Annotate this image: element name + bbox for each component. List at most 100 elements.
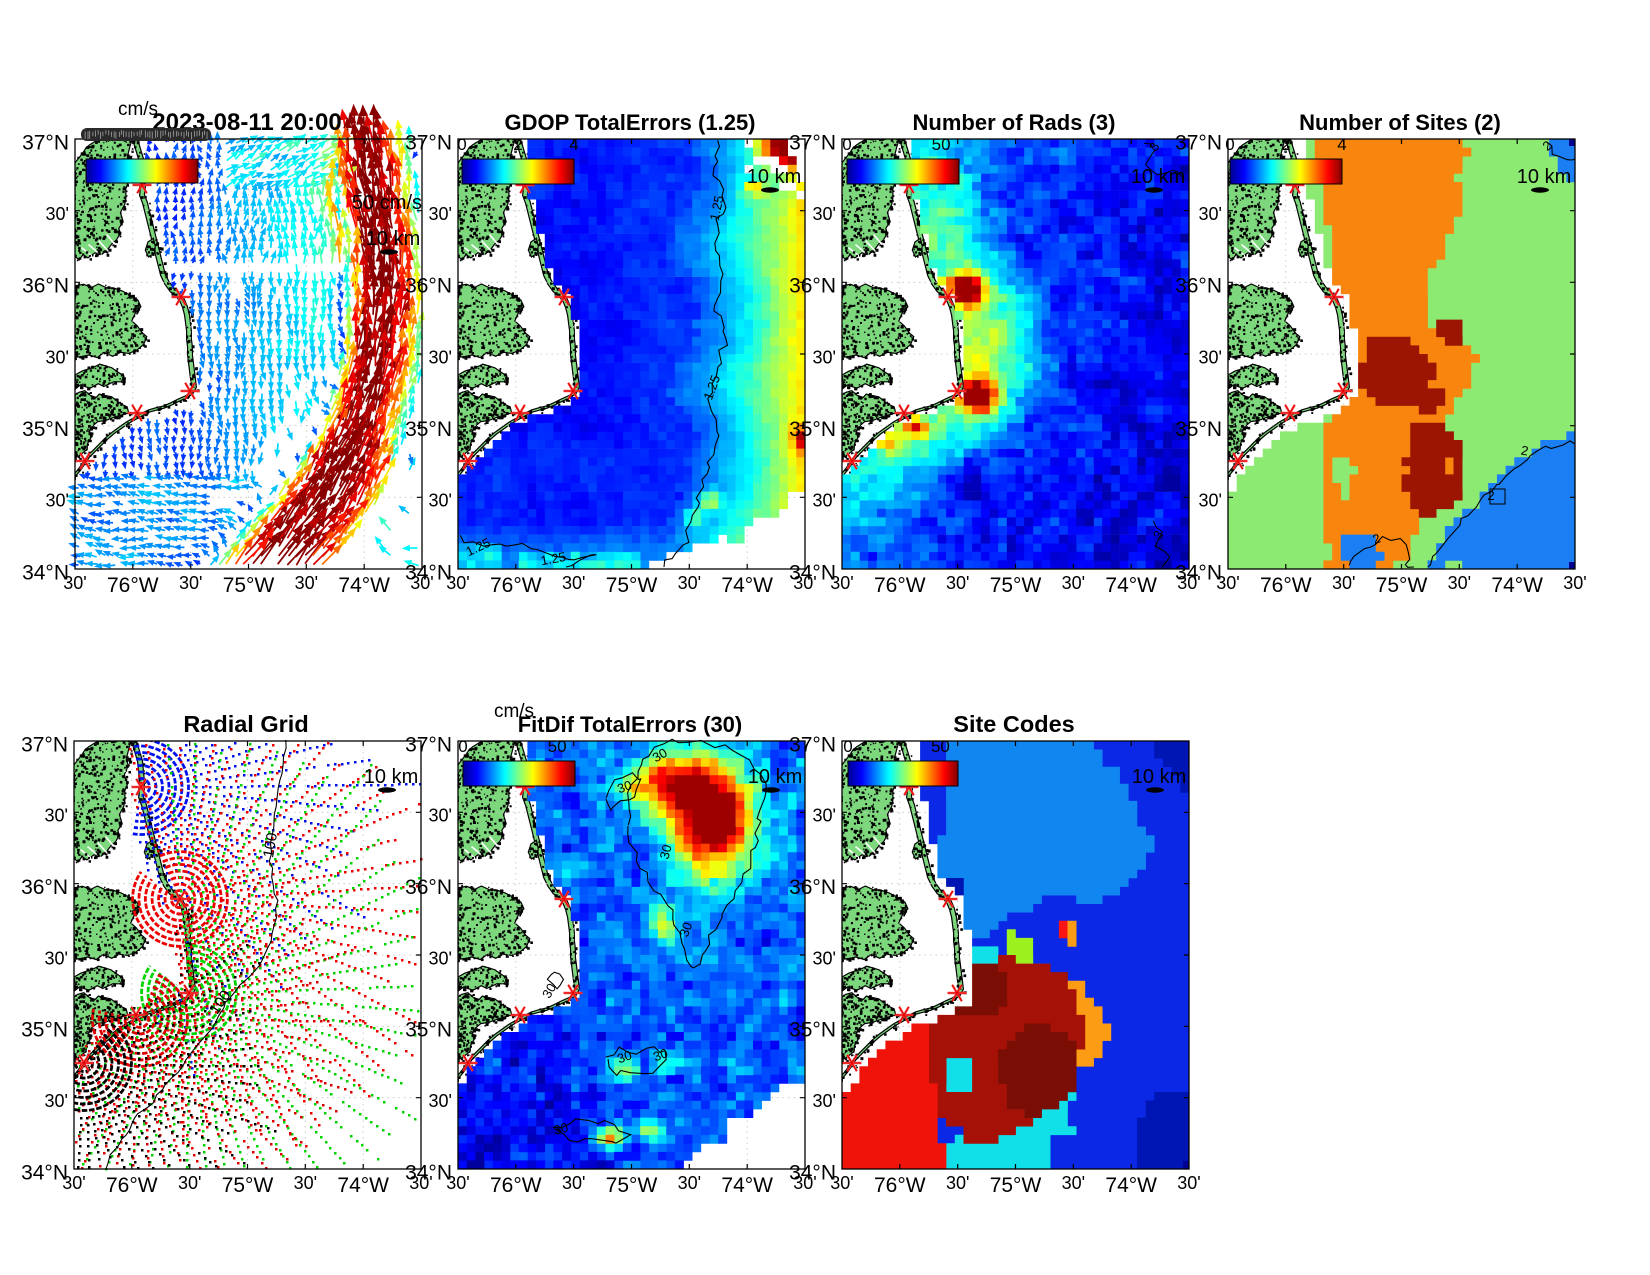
svg-text:10 km: 10 km <box>1132 766 1186 788</box>
svg-text:cm/s: cm/s <box>494 701 534 722</box>
svg-text:37°N: 37°N <box>405 733 452 756</box>
svg-text:30': 30' <box>678 573 701 593</box>
svg-text:10 km: 10 km <box>364 766 418 788</box>
svg-text:37°N: 37°N <box>22 131 69 154</box>
svg-text:GDOP TotalErrors (1.25): GDOP TotalErrors (1.25) <box>504 110 755 135</box>
svg-text:74°W: 74°W <box>721 574 773 597</box>
svg-text:30': 30' <box>1177 1173 1200 1193</box>
svg-text:34°N: 34°N <box>789 561 836 584</box>
svg-text:Number of Rads (3): Number of Rads (3) <box>913 110 1116 135</box>
svg-text:35°N: 35°N <box>789 418 836 441</box>
svg-text:76°W: 76°W <box>874 574 926 597</box>
svg-text:75°W: 75°W <box>990 1174 1042 1197</box>
svg-text:75°W: 75°W <box>223 574 275 597</box>
svg-text:30': 30' <box>45 806 68 826</box>
svg-text:35°N: 35°N <box>21 1019 68 1042</box>
svg-text:36°N: 36°N <box>789 275 836 298</box>
svg-text:30': 30' <box>1199 491 1222 511</box>
svg-text:35°N: 35°N <box>22 418 69 441</box>
svg-text:74°W: 74°W <box>1105 574 1157 597</box>
svg-text:1.25: 1.25 <box>707 194 727 222</box>
svg-text:34°N: 34°N <box>405 1161 452 1184</box>
svg-text:36°N: 36°N <box>21 876 68 899</box>
svg-text:2: 2 <box>1281 135 1290 154</box>
svg-text:10 km: 10 km <box>748 766 802 788</box>
svg-text:36°N: 36°N <box>405 275 452 298</box>
svg-text:30: 30 <box>539 981 559 1001</box>
svg-text:35°N: 35°N <box>1175 418 1222 441</box>
svg-text:30': 30' <box>813 491 836 511</box>
svg-text:30': 30' <box>813 347 836 367</box>
svg-text:37°N: 37°N <box>405 131 452 154</box>
svg-text:30: 30 <box>552 1120 570 1138</box>
svg-text:30': 30' <box>562 573 585 593</box>
svg-text:50: 50 <box>931 737 950 756</box>
svg-text:30': 30' <box>946 573 969 593</box>
svg-text:10 km: 10 km <box>1517 166 1571 188</box>
svg-text:76°W: 76°W <box>1260 574 1312 597</box>
svg-text:30': 30' <box>830 573 853 593</box>
svg-text:30': 30' <box>1199 204 1222 224</box>
svg-text:30': 30' <box>813 204 836 224</box>
svg-text:2: 2 <box>1520 443 1530 459</box>
svg-text:30': 30' <box>446 1173 469 1193</box>
svg-text:30': 30' <box>429 204 452 224</box>
svg-text:30': 30' <box>1448 573 1471 593</box>
svg-text:74°W: 74°W <box>721 1174 773 1197</box>
svg-text:36°N: 36°N <box>405 876 452 899</box>
svg-text:30: 30 <box>650 745 670 765</box>
svg-text:4: 4 <box>1337 135 1346 154</box>
svg-text:30': 30' <box>429 948 452 968</box>
svg-text:30: 30 <box>615 777 634 796</box>
svg-text:30': 30' <box>179 573 202 593</box>
svg-text:0: 0 <box>457 135 466 154</box>
svg-text:30': 30' <box>1062 573 1085 593</box>
svg-text:FitDif TotalErrors (30): FitDif TotalErrors (30) <box>518 712 743 737</box>
svg-text:34°N: 34°N <box>789 1161 836 1184</box>
svg-text:74°W: 74°W <box>1491 574 1543 597</box>
svg-text:75°W: 75°W <box>606 574 658 597</box>
svg-text:30': 30' <box>410 573 433 593</box>
svg-text:34°N: 34°N <box>22 561 69 584</box>
svg-text:30': 30' <box>429 1091 452 1111</box>
svg-text:30': 30' <box>46 204 69 224</box>
svg-text:30': 30' <box>562 1173 585 1193</box>
svg-text:36°N: 36°N <box>789 876 836 899</box>
svg-text:30': 30' <box>46 347 69 367</box>
svg-text:10 km: 10 km <box>1131 166 1185 188</box>
svg-text:76°W: 76°W <box>106 1174 158 1197</box>
svg-text:30': 30' <box>793 1173 816 1193</box>
svg-text:30': 30' <box>1062 1173 1085 1193</box>
svg-text:30': 30' <box>1177 573 1200 593</box>
svg-text:30: 30 <box>651 1045 670 1064</box>
svg-text:75°W: 75°W <box>222 1174 274 1197</box>
svg-text:74°W: 74°W <box>337 1174 389 1197</box>
svg-text:30': 30' <box>429 347 452 367</box>
svg-text:30': 30' <box>446 573 469 593</box>
svg-text:30': 30' <box>793 573 816 593</box>
svg-text:30': 30' <box>62 1173 85 1193</box>
svg-text:76°W: 76°W <box>874 1174 926 1197</box>
svg-text:Number of Sites (2): Number of Sites (2) <box>1299 110 1501 135</box>
svg-text:1.25: 1.25 <box>539 549 567 568</box>
svg-text:37°N: 37°N <box>21 733 68 756</box>
svg-text:30': 30' <box>45 948 68 968</box>
svg-text:36°N: 36°N <box>1175 275 1222 298</box>
svg-text:35°N: 35°N <box>405 1019 452 1042</box>
svg-text:76°W: 76°W <box>107 574 159 597</box>
svg-text:30': 30' <box>946 1173 969 1193</box>
svg-text:30': 30' <box>813 806 836 826</box>
svg-text:34°N: 34°N <box>21 1161 68 1184</box>
svg-text:36°N: 36°N <box>22 275 69 298</box>
svg-text:0: 0 <box>458 737 467 756</box>
svg-text:34°N: 34°N <box>1175 561 1222 584</box>
svg-text:30': 30' <box>63 573 86 593</box>
svg-text:0: 0 <box>1225 135 1234 154</box>
svg-text:74°W: 74°W <box>338 574 390 597</box>
svg-text:37°N: 37°N <box>789 733 836 756</box>
svg-text:30': 30' <box>294 1173 317 1193</box>
svg-text:75°W: 75°W <box>606 1174 658 1197</box>
svg-text:10 km: 10 km <box>366 228 420 250</box>
svg-text:37°N: 37°N <box>1175 131 1222 154</box>
svg-text:cm/s: cm/s <box>118 99 158 120</box>
